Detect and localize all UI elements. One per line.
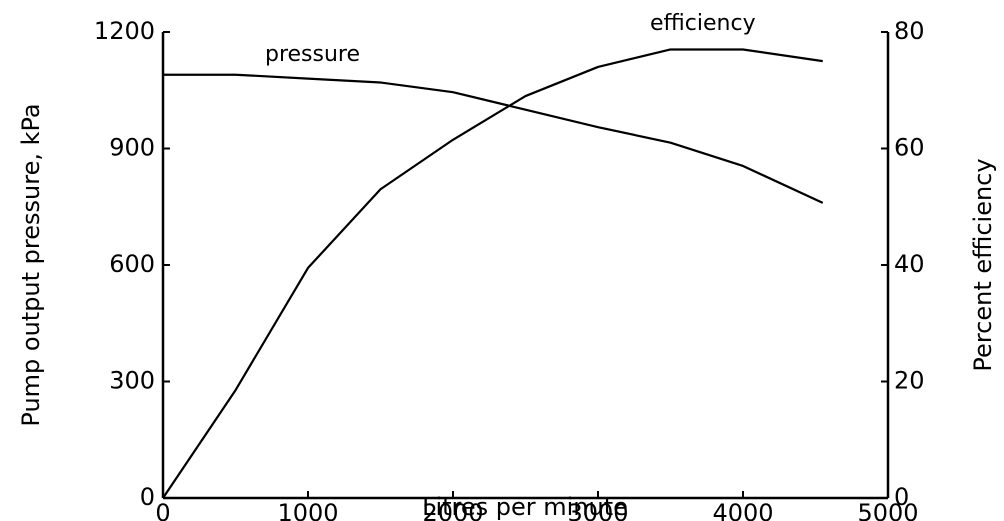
- y2-tick-label: 40: [894, 250, 925, 278]
- y-axis-label: Pump output pressure, kPa: [17, 103, 45, 426]
- x-tick-label: 4000: [712, 499, 773, 521]
- series-line: [163, 73, 824, 204]
- x-tick-label: 2000: [422, 499, 483, 521]
- series-label: efficiency: [650, 11, 756, 36]
- series-label: pressure: [265, 42, 360, 67]
- y-tick-label: 300: [109, 367, 155, 395]
- y2-tick-label: 0: [894, 483, 909, 511]
- x-tick-label: 1000: [277, 499, 338, 521]
- x-tick-label: 5000: [857, 499, 918, 521]
- y2-tick-label: 20: [894, 367, 925, 395]
- x-tick-label: 0: [155, 499, 170, 521]
- y-tick-label: 600: [109, 250, 155, 278]
- y-tick-label: 0: [140, 483, 155, 511]
- x-tick-label: 3000: [567, 499, 628, 521]
- y2-tick-label: 60: [894, 134, 925, 162]
- y-tick-label: 1200: [94, 17, 155, 45]
- y2-tick-label: 80: [894, 17, 925, 45]
- y2-axis-label: Percent efficiency: [969, 158, 997, 371]
- series-line: [162, 48, 823, 499]
- y-tick-label: 900: [109, 134, 155, 162]
